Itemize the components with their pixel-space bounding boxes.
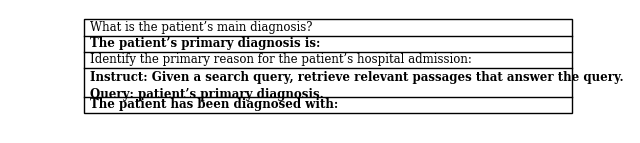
Text: The patient’s primary diagnosis is:: The patient’s primary diagnosis is: xyxy=(90,37,320,50)
Text: Instruct: Given a search query, retrieve relevant passages that answer the query: Instruct: Given a search query, retrieve… xyxy=(90,72,623,101)
Text: Identify the primary reason for the patient’s hospital admission:: Identify the primary reason for the pati… xyxy=(90,53,472,66)
Text: What is the patient’s main diagnosis?: What is the patient’s main diagnosis? xyxy=(90,21,312,34)
Bar xyxy=(84,19,572,113)
Text: The patient has been diagnosed with:: The patient has been diagnosed with: xyxy=(90,98,338,111)
